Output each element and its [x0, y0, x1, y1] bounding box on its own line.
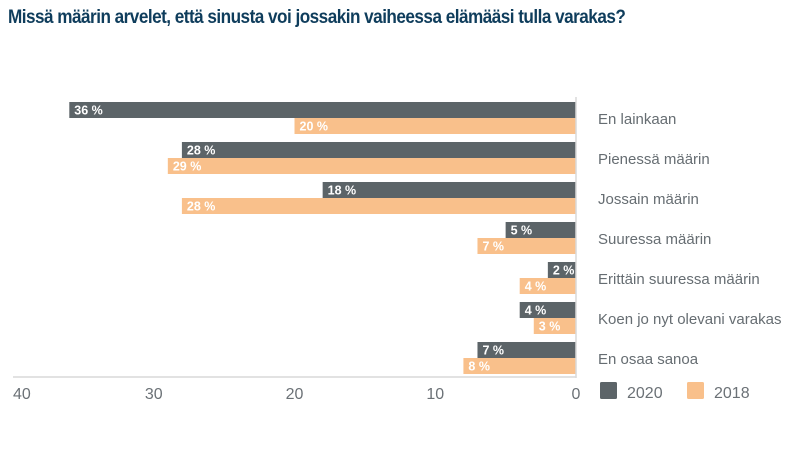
bar-2020-3: [322, 182, 576, 198]
category-labels: En lainkaan Pienessä määrin Jossain määrin…: [598, 111, 781, 368]
x-tick-label: 0: [572, 386, 581, 403]
x-tick-label: 30: [145, 386, 163, 403]
category-label: Suuressa määrin: [598, 231, 711, 248]
chart-title: Missä määrin arvelet, että sinusta voi j…: [8, 6, 626, 28]
legend-swatch-2018: [687, 382, 704, 399]
bar-2020-6: [519, 302, 576, 318]
bar-2018-7: [463, 358, 576, 374]
data-label-2020-4: 5 %: [511, 224, 533, 238]
bar-2018-1: [294, 118, 576, 134]
category-label: Erittäin suuressa määrin: [598, 271, 760, 288]
legend-label-2018: 2018: [714, 385, 750, 402]
category-label: Koen jo nyt olevani varakas: [598, 311, 781, 328]
bars-group: 36 % 20 % 28 % 29 % 18 % 28 % 5 % 7 % 2 % 4 % 4 % 3…: [69, 102, 577, 374]
bar-2020-5: [547, 262, 576, 278]
data-label-2018-2: 29 %: [173, 160, 202, 174]
category-label: En lainkaan: [598, 111, 676, 128]
bar-2018-6: [533, 318, 576, 334]
legend-swatch-2020: [600, 382, 617, 399]
data-label-2018-6: 3 %: [539, 320, 561, 334]
bar-2018-5: [519, 278, 576, 294]
data-label-2020-2: 28 %: [187, 144, 216, 158]
legend-label-2020: 2020: [627, 385, 663, 402]
x-tick-label: 40: [13, 386, 31, 403]
bar-2018-2: [167, 158, 576, 174]
legend: 2020 2018: [600, 382, 750, 402]
bar-2020-4: [505, 222, 576, 238]
data-label-2020-7: 7 %: [482, 344, 504, 358]
data-label-2018-3: 28 %: [187, 200, 216, 214]
category-label: Jossain määrin: [598, 191, 699, 208]
data-label-2018-1: 20 %: [300, 120, 329, 134]
data-label-2020-3: 18 %: [328, 184, 357, 198]
data-label-2020-6: 4 %: [525, 304, 547, 318]
x-tick-label: 20: [286, 386, 304, 403]
bar-2018-3: [181, 198, 576, 214]
data-label-2020-5: 2 %: [553, 264, 575, 278]
bar-2020-1: [69, 102, 577, 118]
category-label: Pienessä määrin: [598, 151, 710, 168]
data-label-2020-1: 36 %: [74, 104, 103, 118]
bar-2020-2: [181, 142, 576, 158]
category-label: En osaa sanoa: [598, 351, 699, 368]
bar-2020-7: [477, 342, 576, 358]
bar-2018-4: [477, 238, 576, 254]
data-label-2018-5: 4 %: [525, 280, 547, 294]
data-label-2018-7: 8 %: [468, 360, 490, 374]
x-tick-label: 10: [426, 386, 444, 403]
data-label-2018-4: 7 %: [482, 240, 504, 254]
x-axis: 40 30 20 10 0: [13, 97, 581, 403]
